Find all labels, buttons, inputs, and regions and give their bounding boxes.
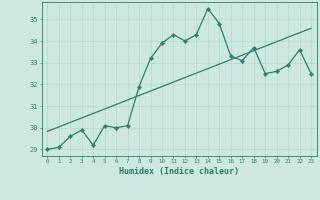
X-axis label: Humidex (Indice chaleur): Humidex (Indice chaleur)	[119, 167, 239, 176]
